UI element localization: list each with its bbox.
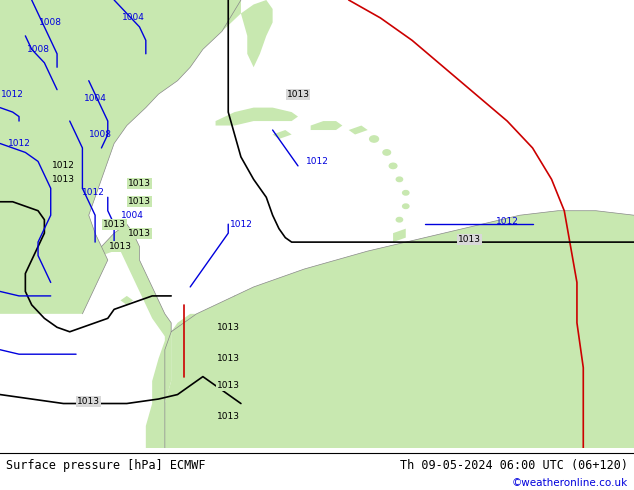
Text: Th 09-05-2024 06:00 UTC (06+120): Th 09-05-2024 06:00 UTC (06+120): [399, 459, 628, 471]
Text: 1004: 1004: [122, 13, 145, 23]
Text: 1013: 1013: [217, 413, 240, 421]
Text: 1004: 1004: [120, 211, 143, 220]
Polygon shape: [311, 121, 342, 130]
Polygon shape: [393, 229, 406, 242]
Polygon shape: [349, 125, 368, 135]
Circle shape: [389, 163, 397, 169]
Text: 1013: 1013: [109, 242, 132, 251]
Circle shape: [78, 288, 87, 294]
Text: 1013: 1013: [128, 179, 151, 188]
Polygon shape: [101, 224, 171, 336]
Text: 1012: 1012: [52, 161, 75, 171]
Text: 1013: 1013: [128, 197, 151, 206]
Polygon shape: [25, 90, 63, 215]
Circle shape: [396, 177, 403, 182]
Text: 1013: 1013: [217, 323, 240, 332]
Circle shape: [65, 284, 74, 290]
Polygon shape: [0, 0, 241, 314]
Polygon shape: [241, 0, 273, 67]
Circle shape: [370, 136, 378, 142]
Text: 1012: 1012: [82, 188, 105, 197]
Circle shape: [403, 204, 409, 208]
Text: 1008: 1008: [27, 45, 49, 54]
Text: 1012: 1012: [230, 220, 252, 229]
Text: 1013: 1013: [217, 354, 240, 363]
Text: 1013: 1013: [128, 229, 151, 238]
Text: Surface pressure [hPa] ECMWF: Surface pressure [hPa] ECMWF: [6, 459, 206, 471]
Text: 1013: 1013: [52, 175, 75, 184]
Text: 1012: 1012: [8, 139, 30, 148]
Text: 1004: 1004: [84, 94, 107, 103]
Text: 1013: 1013: [287, 90, 309, 98]
Circle shape: [383, 150, 391, 155]
Circle shape: [396, 218, 403, 222]
Text: 1012: 1012: [306, 157, 328, 166]
Text: 1013: 1013: [458, 235, 481, 245]
Text: 1013: 1013: [77, 397, 100, 406]
Polygon shape: [146, 332, 171, 448]
Polygon shape: [120, 296, 133, 305]
Text: 1008: 1008: [39, 18, 62, 27]
Text: 1013: 1013: [217, 381, 240, 390]
Circle shape: [72, 293, 81, 299]
Text: 1012: 1012: [496, 218, 519, 226]
Polygon shape: [273, 130, 292, 139]
Text: 1013: 1013: [103, 220, 126, 229]
Circle shape: [403, 191, 409, 195]
Text: ©weatheronline.co.uk: ©weatheronline.co.uk: [512, 477, 628, 488]
Polygon shape: [171, 314, 197, 336]
Polygon shape: [216, 108, 298, 125]
Text: 1012: 1012: [1, 90, 24, 98]
Polygon shape: [165, 211, 634, 448]
Text: 1008: 1008: [89, 130, 112, 139]
